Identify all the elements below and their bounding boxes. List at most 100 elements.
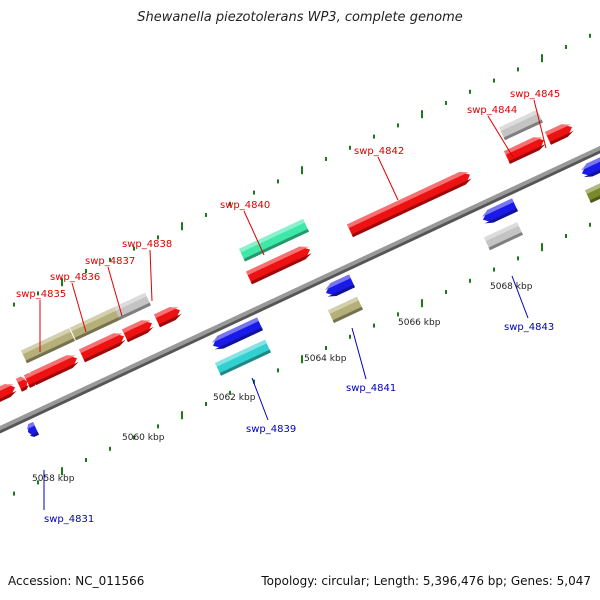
gene-box-body	[215, 339, 271, 376]
gene-box-shade	[243, 228, 309, 262]
gene-label-forward: swp_4845	[510, 89, 560, 100]
leader-line	[243, 210, 265, 256]
accession-text: Accession: NC_011566	[8, 574, 145, 588]
gene-arrow-shade	[327, 284, 355, 297]
gene-box	[328, 296, 363, 323]
gene-box-shade	[118, 302, 151, 320]
gene-arrow-highlight	[580, 154, 600, 171]
gene-arrow-body	[122, 320, 153, 343]
gene-box-shade	[332, 306, 363, 323]
gene-arrow-shade	[214, 327, 263, 350]
gene-arrow-highlight	[545, 124, 571, 136]
backbone-line	[0, 145, 600, 431]
gene-arrow-body	[504, 137, 544, 164]
gene-label-reverse: swp_4839	[246, 424, 296, 435]
scale-label: 5064 kbp	[304, 354, 347, 364]
gene-box-highlight	[239, 218, 305, 253]
gene-arrow-shade	[34, 361, 79, 386]
scale-label: 5066 kbp	[398, 318, 441, 328]
gene-box-highlight	[585, 180, 600, 194]
gene-arrow-highlight	[324, 274, 351, 291]
gene-arrow	[504, 137, 546, 164]
gene-box	[585, 180, 600, 204]
gene-box-body	[70, 306, 121, 341]
gene-arrow-highlight	[481, 198, 514, 217]
gene-box	[21, 328, 75, 364]
gene-arrow-body	[212, 317, 263, 349]
gene-arrow-shade	[583, 164, 600, 178]
leader-line	[351, 327, 367, 380]
gene-arrow	[154, 307, 182, 328]
gene-label-forward: swp_4844	[467, 105, 517, 116]
leader-line	[251, 377, 269, 421]
leader-line	[487, 115, 514, 158]
gene-arrow	[246, 246, 312, 285]
gene-label-forward: swp_4835	[16, 289, 66, 300]
gene-label-forward: swp_4837	[85, 256, 135, 267]
gene-arrow-body	[325, 274, 355, 296]
gene-box-body	[499, 109, 543, 141]
gene-label-reverse: swp_4841	[346, 383, 396, 394]
scale-label: 5060 kbp	[122, 433, 165, 443]
genome-backbone	[0, 145, 600, 434]
leader-line	[511, 275, 529, 319]
gene-label-forward: swp_4840	[220, 200, 270, 211]
gene-box-highlight	[328, 296, 359, 314]
gene-box	[499, 109, 543, 141]
gene-arrow-highlight	[16, 376, 26, 383]
gene-arrow-highlight	[504, 137, 543, 155]
gene-box-body	[328, 296, 363, 323]
gene-arrow-body	[246, 246, 310, 285]
gene-label-forward: swp_4836	[50, 272, 100, 283]
gene-arrow	[347, 171, 472, 238]
genome-summary: Topology: circular; Length: 5,396,476 bp…	[261, 574, 591, 588]
gene-arrow-shade	[83, 339, 126, 363]
gene-arrow-highlight	[347, 171, 469, 229]
gene-arrow	[324, 274, 355, 297]
gene-arrow-highlight	[154, 307, 179, 319]
gene-label-forward: swp_4838	[122, 239, 172, 250]
leader-line	[377, 156, 399, 201]
label-leaders	[39, 99, 547, 510]
gene-box-body	[21, 328, 75, 364]
gene-arrow-highlight	[30, 355, 76, 377]
gene-arrow-body	[347, 171, 470, 238]
gene-arrow-shade	[549, 130, 574, 145]
gene-box	[70, 306, 121, 341]
gene-features	[0, 109, 600, 437]
gene-box-body	[114, 292, 151, 320]
gene-arrow	[122, 320, 154, 343]
gene-box-shade	[25, 338, 75, 364]
gene-box-highlight	[21, 328, 71, 355]
gene-arrow	[211, 317, 263, 350]
leader-line	[149, 249, 153, 302]
gene-arrow-shade	[0, 390, 17, 405]
gene-box-shade	[589, 190, 600, 204]
gene-arrow	[79, 333, 126, 363]
tick-marks	[13, 33, 591, 496]
gene-box-shade	[488, 232, 523, 251]
gene-arrow-shade	[20, 385, 29, 392]
gene-label-reverse: swp_4831	[44, 514, 94, 525]
gene-box-highlight	[484, 222, 519, 242]
gene-arrow-shade	[484, 208, 518, 224]
gene-arrow-shade	[351, 178, 472, 238]
gene-box-highlight	[215, 339, 267, 367]
scale-label: 5062 kbp	[213, 393, 256, 403]
gene-arrow-highlight	[122, 320, 151, 334]
gene-box-body	[484, 222, 523, 251]
gene-arrow-highlight	[26, 421, 35, 430]
scale-label: 5058 kbp	[32, 474, 75, 484]
gene-labels: 5058 kbp 5060 kbp 5062 kbp 5064 kbp 5066 kbp…	[16, 89, 560, 525]
gene-arrow-shade	[250, 253, 312, 285]
gene-arrow-body	[0, 384, 16, 405]
leader-line	[71, 282, 87, 333]
gene-arrow-highlight	[79, 333, 123, 354]
gene-arrow-body	[79, 333, 124, 363]
leader-line	[533, 99, 547, 149]
gene-arrow-shade	[508, 143, 546, 164]
gene-arrow-shade	[158, 313, 182, 328]
gene-label-forward: swp_4842	[354, 146, 404, 157]
gene-arrow	[30, 355, 79, 386]
